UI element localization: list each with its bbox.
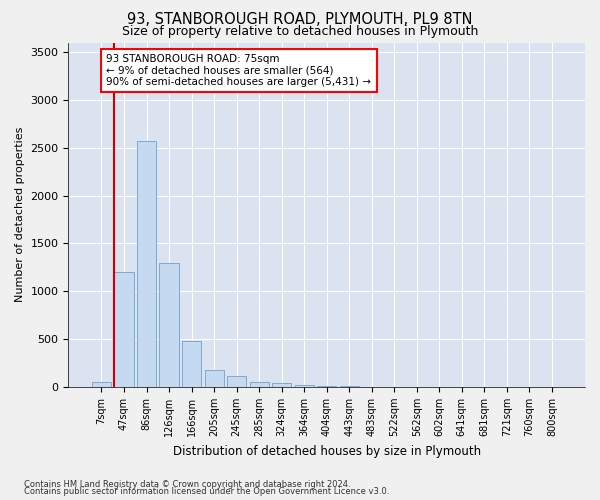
Text: 93, STANBOROUGH ROAD, PLYMOUTH, PL9 8TN: 93, STANBOROUGH ROAD, PLYMOUTH, PL9 8TN xyxy=(127,12,473,28)
Bar xyxy=(137,141,156,387)
Bar xyxy=(205,370,224,387)
Bar xyxy=(272,383,291,387)
Y-axis label: Number of detached properties: Number of detached properties xyxy=(15,127,25,302)
Text: 93 STANBOROUGH ROAD: 75sqm
← 9% of detached houses are smaller (564)
90% of semi: 93 STANBOROUGH ROAD: 75sqm ← 9% of detac… xyxy=(106,54,371,87)
Text: Size of property relative to detached houses in Plymouth: Size of property relative to detached ho… xyxy=(122,25,478,38)
Bar xyxy=(227,376,246,387)
Bar xyxy=(182,341,201,387)
X-axis label: Distribution of detached houses by size in Plymouth: Distribution of detached houses by size … xyxy=(173,444,481,458)
Text: Contains HM Land Registry data © Crown copyright and database right 2024.: Contains HM Land Registry data © Crown c… xyxy=(24,480,350,489)
Bar xyxy=(250,382,269,387)
Text: Contains public sector information licensed under the Open Government Licence v3: Contains public sector information licen… xyxy=(24,487,389,496)
Bar xyxy=(160,262,179,387)
Bar xyxy=(92,382,111,387)
Bar xyxy=(115,272,134,387)
Bar xyxy=(317,386,336,387)
Bar xyxy=(295,385,314,387)
